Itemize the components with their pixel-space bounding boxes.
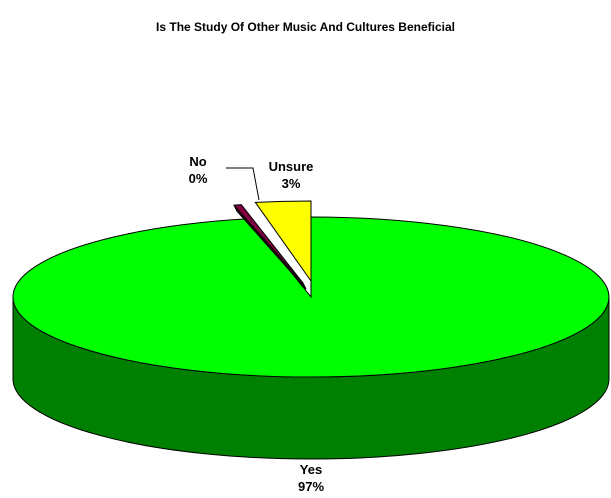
pie-slice-no (232, 204, 304, 284)
pie-slice-yes (12, 216, 610, 378)
label-unsure-pct: 3% (282, 176, 301, 191)
label-unsure: Unsure (269, 159, 314, 174)
label-no-pct: 0% (189, 171, 208, 186)
label-yes: Yes (300, 462, 322, 477)
pie-slice-unsure (254, 200, 312, 283)
label-no: No (189, 154, 206, 169)
chart-title: Is The Study Of Other Music And Cultures… (156, 20, 455, 34)
label-yes-pct: 97% (298, 479, 324, 494)
no-leader-line (226, 167, 260, 201)
